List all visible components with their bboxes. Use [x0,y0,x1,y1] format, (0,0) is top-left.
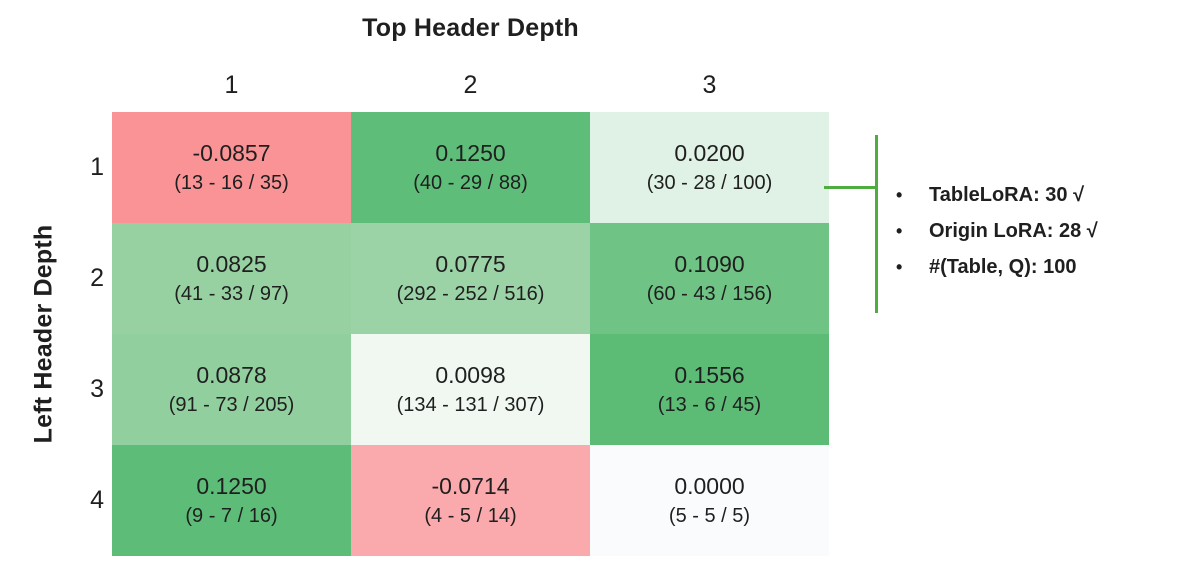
cell-value: 0.1556 [674,362,745,389]
cell-detail: (13 - 6 / 45) [657,393,762,416]
cell-detail: (30 - 28 / 100) [646,171,773,194]
bullet-icon: • [896,185,903,205]
cell-value: 0.0878 [196,362,267,389]
x-axis-title: Top Header Depth [362,14,579,42]
cell-detail: (91 - 73 / 205) [168,393,295,416]
column-label-2: 2 [463,70,478,99]
cell-detail: (41 - 33 / 97) [174,282,289,305]
cell-detail: (134 - 131 / 307) [396,393,545,416]
legend-item-label: Origin LoRA: 28 √ [929,220,1098,242]
heatmap-cell-r1c3: 0.0200 (30 - 28 / 100) [590,112,829,223]
column-label-3: 3 [702,70,717,99]
cell-value: 0.1250 [435,140,506,167]
cell-detail: (40 - 29 / 88) [413,171,528,194]
cell-value: 0.0200 [674,140,745,167]
cell-value: -0.0857 [192,140,271,167]
cell-detail: (60 - 43 / 156) [646,282,773,305]
bullet-icon: • [896,257,903,277]
row-label-2: 2 [90,264,104,292]
cell-detail: (5 - 5 / 5) [668,504,751,527]
heatmap-cell-r2c2: 0.0775 (292 - 252 / 516) [351,223,590,334]
legend-item-label: TableLoRA: 30 √ [929,184,1085,206]
heatmap-cell-r3c3: 0.1556 (13 - 6 / 45) [590,334,829,445]
heatmap-cell-r4c2: -0.0714 (4 - 5 / 14) [351,445,590,556]
cell-value: 0.0825 [196,251,267,278]
cell-detail: (9 - 7 / 16) [185,504,278,527]
cell-value: 0.0775 [435,251,506,278]
bullet-icon: • [896,221,903,241]
column-labels: 1 2 3 [112,66,829,104]
legend-item-label: #(Table, Q): 100 [929,256,1077,278]
cell-value: 0.1090 [674,251,745,278]
cell-value: -0.0714 [431,473,510,500]
cell-detail: (13 - 16 / 35) [174,171,289,194]
cell-value: 0.0098 [435,362,506,389]
cell-value: 0.0000 [674,473,745,500]
heatmap-cell-r4c1: 0.1250 (9 - 7 / 16) [112,445,351,556]
callout-legend: • TableLoRA: 30 √ • Origin LoRA: 28 √ • … [896,177,1098,285]
heatmap-cell-r2c1: 0.0825 (41 - 33 / 97) [112,223,351,334]
heatmap-cell-r4c3: 0.0000 (5 - 5 / 5) [590,445,829,556]
row-label-4: 4 [90,486,104,514]
legend-item-origin-lora: • Origin LoRA: 28 √ [896,213,1098,249]
legend-item-tablelora: • TableLoRA: 30 √ [896,177,1098,213]
row-labels: 1 2 3 4 [48,112,104,556]
cell-detail: (292 - 252 / 516) [396,282,545,305]
callout-bracket-line [875,135,878,313]
row-label-3: 3 [90,375,104,403]
heatmap-cell-r1c1: -0.0857 (13 - 16 / 35) [112,112,351,223]
callout-connector-line [824,186,875,189]
heatmap-cell-r1c2: 0.1250 (40 - 29 / 88) [351,112,590,223]
column-label-1: 1 [224,70,239,99]
legend-item-table-q-count: • #(Table, Q): 100 [896,249,1098,285]
cell-detail: (4 - 5 / 14) [424,504,517,527]
heatmap-cell-r2c3: 0.1090 (60 - 43 / 156) [590,223,829,334]
row-label-1: 1 [90,153,104,181]
heatmap-cell-r3c1: 0.0878 (91 - 73 / 205) [112,334,351,445]
cell-value: 0.1250 [196,473,267,500]
heatmap-cell-r3c2: 0.0098 (134 - 131 / 307) [351,334,590,445]
heatmap-grid: -0.0857 (13 - 16 / 35) 0.1250 (40 - 29 /… [112,112,829,556]
